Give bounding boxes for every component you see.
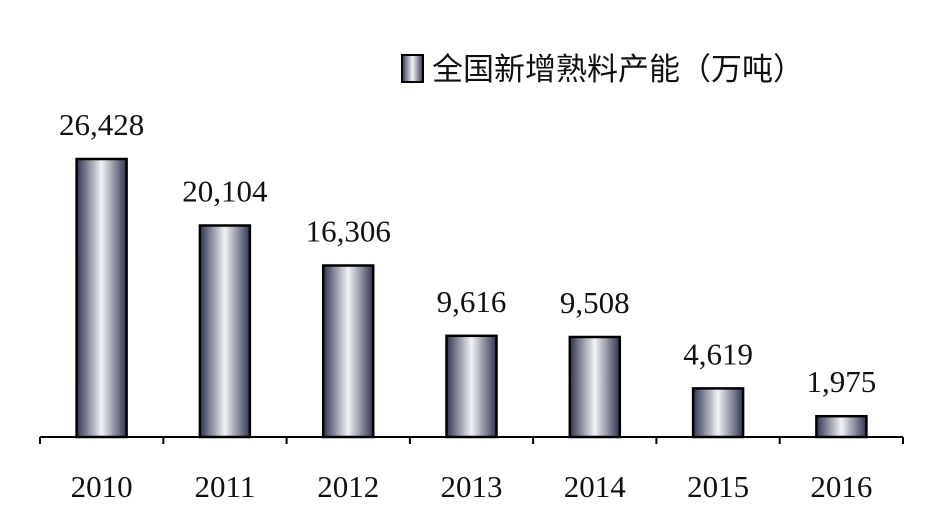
value-label-2011: 20,104 [182, 174, 268, 209]
category-labels-group: 2010 2011 2012 2013 2014 2015 2016 [71, 469, 873, 504]
bar-2015 [691, 387, 745, 439]
value-label-2012: 16,306 [306, 214, 391, 249]
value-label-2010: 26,428 [59, 107, 144, 142]
legend: 全国新增熟料产能（万吨） [401, 52, 804, 88]
category-label-2011: 2011 [194, 469, 255, 504]
bar-2014 [568, 335, 622, 439]
category-label-2015: 2015 [687, 469, 749, 504]
bar-2012 [321, 264, 375, 439]
value-label-2014: 9,508 [560, 285, 630, 320]
category-label-2012: 2012 [317, 469, 379, 504]
bars-group [75, 157, 868, 439]
x-axis [39, 436, 904, 444]
value-label-2013: 9,616 [437, 284, 507, 319]
value-label-2016: 1,975 [807, 364, 877, 399]
category-label-2016: 2016 [810, 469, 872, 504]
legend-swatch [401, 54, 424, 83]
value-label-2015: 4,619 [683, 336, 753, 371]
category-label-2013: 2013 [441, 469, 503, 504]
bar-2011 [198, 224, 252, 439]
bar-2010 [75, 157, 128, 439]
category-label-2014: 2014 [564, 469, 627, 504]
category-label-2010: 2010 [71, 469, 133, 504]
value-labels-group: 26,428 20,104 16,306 9,616 9,508 4,619 1,975 [59, 107, 876, 399]
legend-label: 全国新增熟料产能（万吨） [432, 52, 804, 88]
bar-2016 [815, 414, 868, 439]
bar-2013 [445, 334, 498, 439]
